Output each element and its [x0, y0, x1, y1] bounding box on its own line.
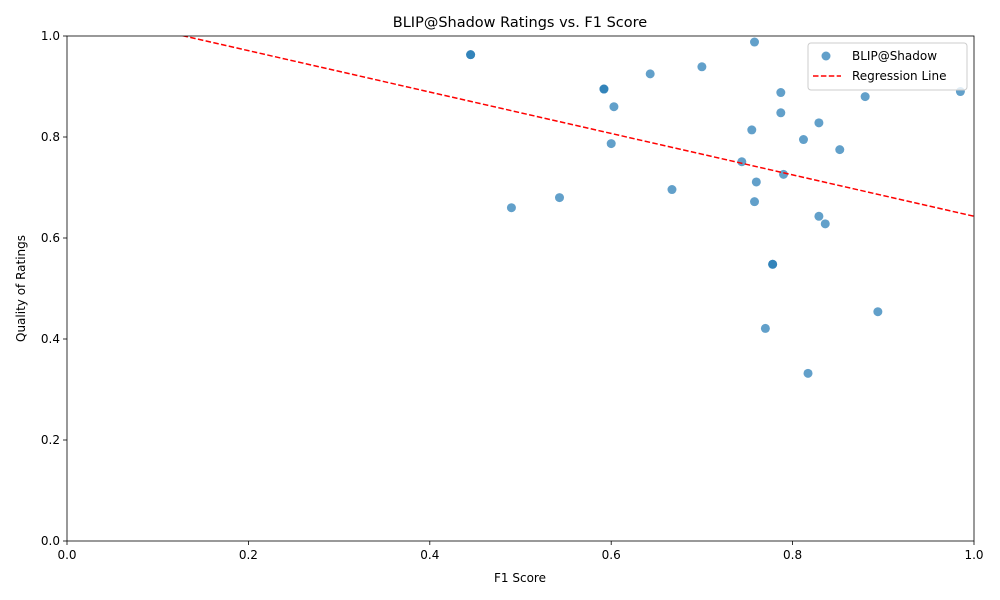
data-point — [776, 88, 786, 98]
x-axis-ticks: 0.0 0.2 0.4 0.6 0.8 1.0 — [57, 541, 984, 562]
x-tick-label: 0.4 — [420, 548, 439, 562]
x-tick-label: 1.0 — [964, 548, 983, 562]
y-tick-label: 1.0 — [41, 29, 60, 43]
y-tick-label: 0.2 — [41, 433, 60, 447]
data-point — [697, 62, 707, 72]
y-axis-label: Quality of Ratings — [14, 235, 28, 342]
x-tick-label: 0.6 — [602, 548, 621, 562]
legend: BLIP@Shadow Regression Line — [807, 42, 968, 91]
data-point — [814, 118, 824, 128]
data-point — [776, 108, 786, 118]
data-point — [599, 84, 609, 94]
legend-frame — [807, 42, 968, 91]
data-point — [667, 185, 677, 195]
regression-line — [180, 36, 974, 218]
legend-marker-blip-shadow — [821, 51, 831, 61]
data-point — [803, 368, 813, 378]
data-point — [814, 211, 824, 221]
legend-label-blip-shadow: BLIP@Shadow — [852, 49, 937, 63]
plot-area — [67, 36, 974, 541]
y-tick-label: 0.4 — [41, 332, 60, 346]
data-point — [768, 259, 778, 269]
x-tick-label: 0.0 — [57, 548, 76, 562]
data-point — [751, 177, 761, 187]
data-point — [760, 323, 770, 333]
data-point — [750, 197, 760, 207]
y-tick-label: 0.0 — [41, 534, 60, 548]
data-point — [506, 203, 516, 213]
y-tick-label: 0.8 — [41, 130, 60, 144]
data-point — [645, 69, 655, 79]
data-point — [873, 307, 883, 317]
data-point — [609, 102, 619, 112]
chart-title: BLIP@Shadow Ratings vs. F1 Score — [393, 15, 648, 31]
data-point — [606, 139, 616, 149]
regression-line-layer — [180, 36, 974, 218]
data-point — [835, 145, 845, 155]
x-axis-label: F1 Score — [494, 571, 546, 585]
data-point — [466, 50, 476, 60]
scatter-points — [466, 37, 965, 378]
data-point — [737, 157, 747, 167]
data-point — [779, 169, 789, 179]
legend-label-regression-line: Regression Line — [852, 69, 946, 83]
data-point — [798, 135, 808, 145]
y-axis-ticks: 0.0 0.2 0.4 0.6 0.8 1.0 — [41, 29, 67, 548]
x-tick-label: 0.8 — [783, 548, 802, 562]
data-point — [747, 125, 757, 135]
data-point — [555, 193, 565, 203]
data-point — [750, 37, 760, 47]
data-point — [820, 219, 830, 229]
x-tick-label: 0.2 — [239, 548, 258, 562]
y-tick-label: 0.6 — [41, 231, 60, 245]
plot-frame — [66, 35, 975, 542]
data-point — [860, 92, 870, 102]
